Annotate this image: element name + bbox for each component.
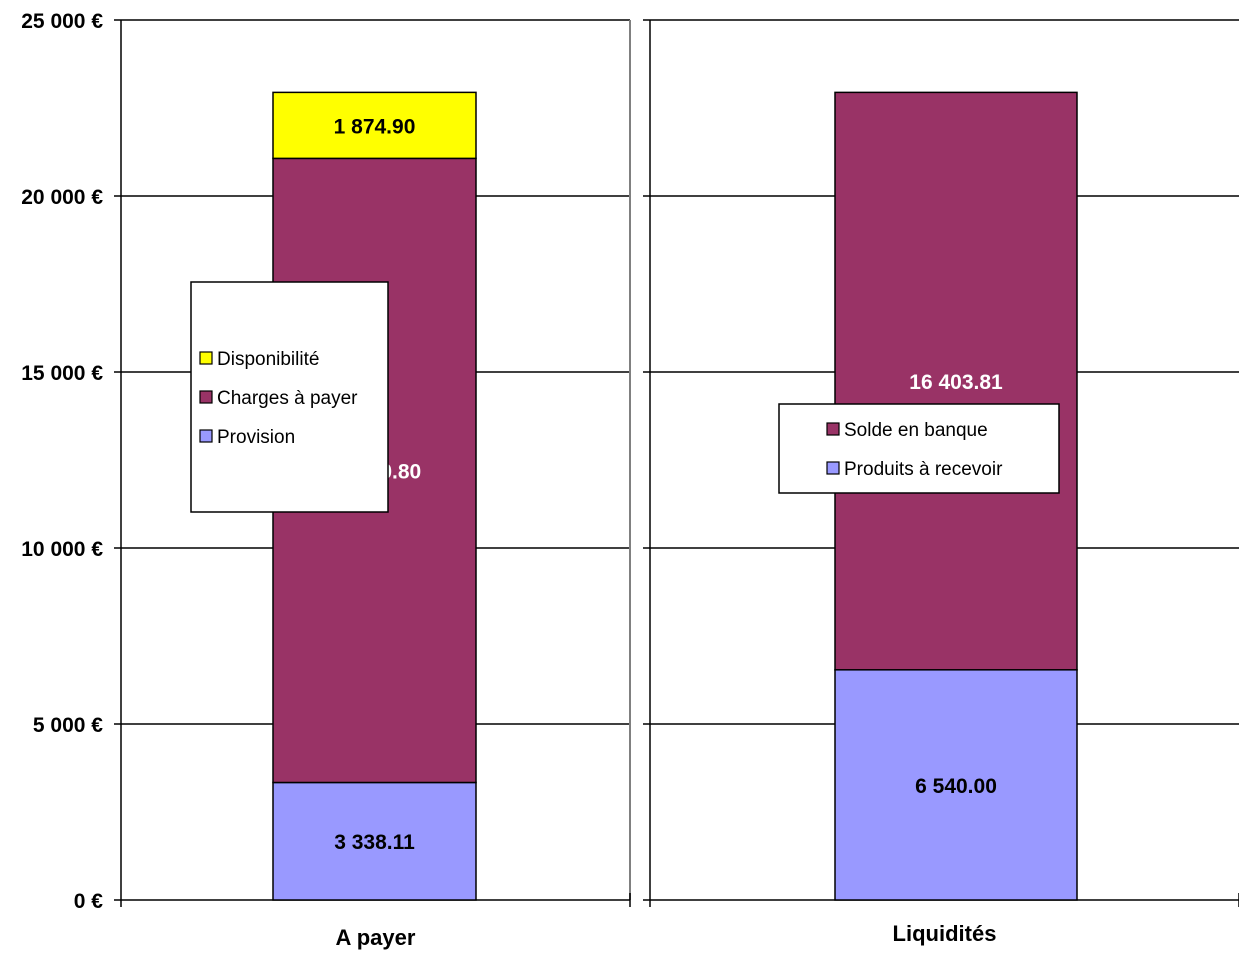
chart-panel-liquidites: 6 540.00 16 403.81 Liquidités Solde en banq… <box>643 19 1239 946</box>
bar-segment-provision <box>272 781 477 901</box>
legend-label-produits-a-recevoir: Produits à recevoir <box>844 459 1003 480</box>
y-tick-label: 25 000 € <box>21 10 103 33</box>
legend-swatch-produits-a-recevoir <box>826 461 840 475</box>
legend: Disponibilité Charges à payer Provision <box>190 281 389 513</box>
y-tick-label: 15 000 € <box>21 362 103 385</box>
legend-swatch-solde-en-banque <box>826 422 840 436</box>
legend-label-charges-a-payer: Charges à payer <box>217 388 358 409</box>
legend-label-provision: Provision <box>217 427 295 448</box>
data-label-disponibilite: 1 874.90 <box>334 115 416 138</box>
category-label: A payer <box>336 925 416 950</box>
legend-swatch-disponibilite <box>199 351 213 365</box>
bar-segment-produits-a-recevoir <box>834 669 1078 901</box>
legend-swatch-charges-a-payer <box>199 390 213 404</box>
legend-label-solde-en-banque: Solde en banque <box>844 420 988 441</box>
bar-segment-solde-en-banque <box>834 91 1078 671</box>
data-label-solde-en-banque: 16 403.81 <box>909 371 1003 394</box>
y-tick-label: 20 000 € <box>21 186 103 209</box>
chart-panel-a-payer: 0 € 5 000 € 10 000 € 15 000 € 20 000 € 25 000… <box>21 10 631 950</box>
data-label-produits-a-recevoir: 6 540.00 <box>915 775 997 798</box>
legend-swatch-provision <box>199 429 213 443</box>
y-tick-label: 0 € <box>74 890 104 913</box>
data-label-provision: 3 338.11 <box>334 831 415 854</box>
legend-box <box>778 403 1060 494</box>
legend: Solde en banque Produits à recevoir <box>778 403 1060 494</box>
legend-box <box>190 281 389 513</box>
legend-label-disponibilite: Disponibilité <box>217 349 319 370</box>
bar-segment-disponibilite <box>272 91 477 160</box>
category-label: Liquidités <box>893 921 997 946</box>
y-tick-label: 10 000 € <box>21 538 103 561</box>
y-tick-label: 5 000 € <box>33 714 103 737</box>
